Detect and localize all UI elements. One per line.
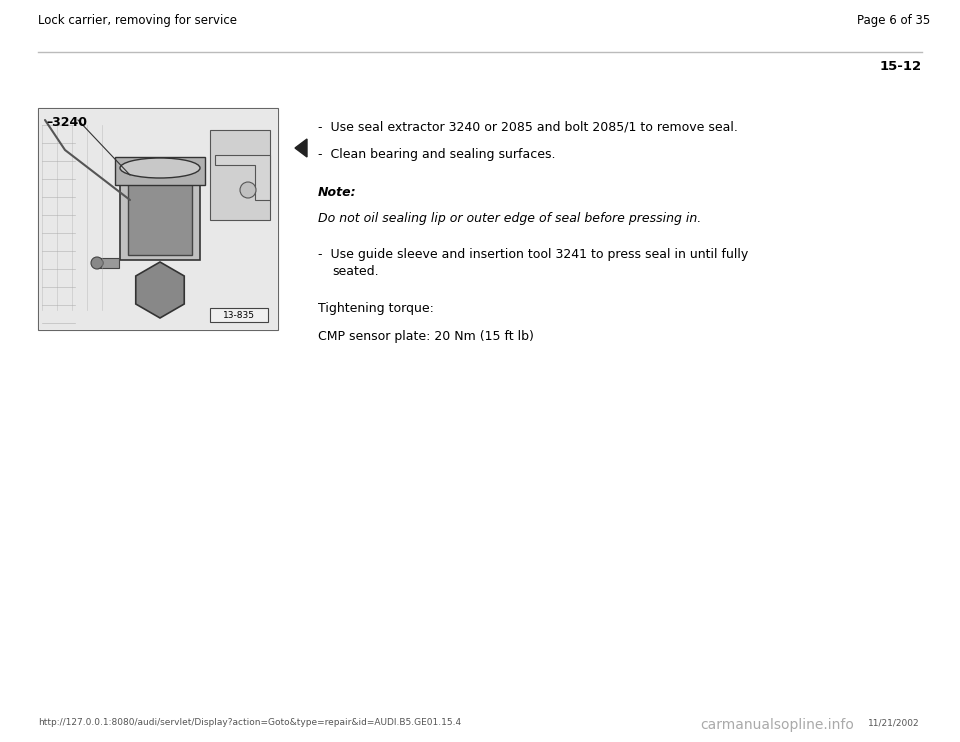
Text: Lock carrier, removing for service: Lock carrier, removing for service: [38, 14, 237, 27]
Text: seated.: seated.: [332, 265, 378, 278]
Text: CMP sensor plate: 20 Nm (15 ft lb): CMP sensor plate: 20 Nm (15 ft lb): [318, 330, 534, 343]
Text: 15-12: 15-12: [880, 60, 922, 73]
Text: -  Use seal extractor 3240 or 2085 and bolt 2085/1 to remove seal.: - Use seal extractor 3240 or 2085 and bo…: [318, 120, 738, 133]
Text: Page 6 of 35: Page 6 of 35: [856, 14, 930, 27]
Bar: [38, 108, 278, 330]
Polygon shape: [295, 139, 307, 157]
Ellipse shape: [120, 158, 200, 178]
Text: -  Clean bearing and sealing surfaces.: - Clean bearing and sealing surfaces.: [318, 148, 556, 161]
Bar: [97, 258, 119, 268]
Text: Note:: Note:: [318, 186, 356, 199]
Bar: [210, 130, 270, 220]
Circle shape: [91, 257, 103, 269]
Text: -  Use guide sleeve and insertion tool 3241 to press seal in until fully: - Use guide sleeve and insertion tool 32…: [318, 248, 748, 261]
Bar: [120, 160, 200, 260]
Bar: [128, 170, 192, 255]
Bar: [39, 109, 277, 329]
Text: http://127.0.0.1:8080/audi/servlet/Display?action=Goto&type=repair&id=AUDI.B5.GE: http://127.0.0.1:8080/audi/servlet/Displ…: [38, 718, 461, 727]
Circle shape: [240, 182, 256, 198]
Text: 13-835: 13-835: [223, 310, 255, 320]
Text: carmanualsopline.info: carmanualsopline.info: [700, 718, 853, 732]
Text: Tightening torque:: Tightening torque:: [318, 302, 434, 315]
Bar: [210, 308, 268, 322]
Text: –3240: –3240: [46, 116, 87, 129]
Polygon shape: [215, 155, 270, 200]
Text: 11/21/2002: 11/21/2002: [869, 718, 920, 727]
Polygon shape: [135, 262, 184, 318]
Text: Do not oil sealing lip or outer edge of seal before pressing in.: Do not oil sealing lip or outer edge of …: [318, 212, 701, 225]
Bar: [115, 157, 205, 185]
